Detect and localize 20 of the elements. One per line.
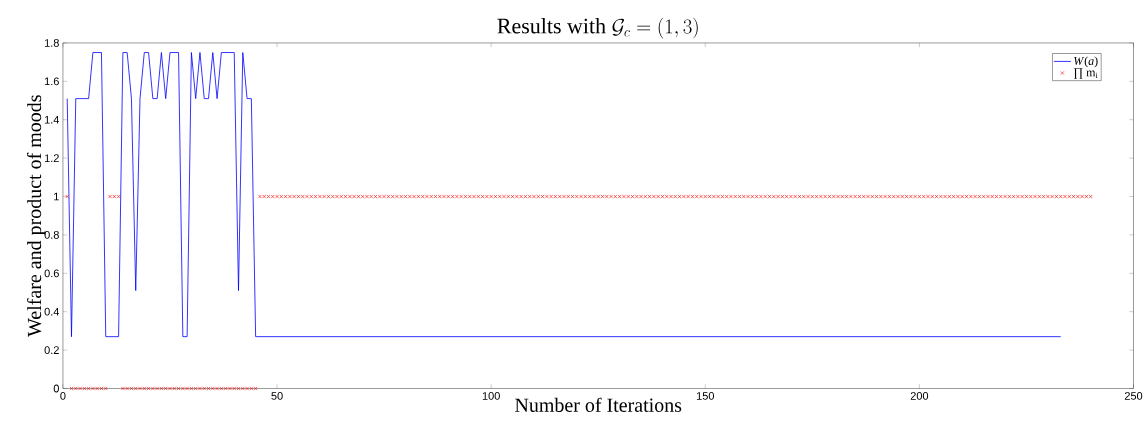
x-tick-label: 200: [910, 391, 929, 400]
chart-title: $\mathrm{Results\ with\ }\mathcal{G}_c = (1,3)$: [497, 17, 698, 39]
y-tick-label: 1.8: [44, 38, 59, 47]
y-tick-label: 1: [54, 192, 59, 201]
y-tick-label: 0.2: [44, 346, 59, 354]
legend-label: W(a): [1074, 56, 1098, 68]
x-tick-label: 250: [1124, 391, 1143, 400]
x-tick-label: 100: [482, 391, 500, 400]
y-tick-label: 0.4: [44, 307, 60, 316]
y-tick-label: 0.6: [44, 269, 59, 277]
y-tick-label: 1.4: [44, 115, 60, 124]
legend-label: ∏ m$_{i}$: [1073, 68, 1098, 79]
y-tick-label: 1.6: [44, 77, 59, 86]
x-axis-title: Number of Iterations: [515, 397, 682, 412]
y-tick-label: 1.2: [44, 154, 59, 162]
y-tick-label: 0: [53, 384, 59, 393]
x-tick-label: 0: [60, 391, 66, 400]
x-tick-label: 50: [271, 391, 283, 400]
y-tick-label: 0.8: [44, 230, 59, 239]
x-tick-label: 150: [696, 391, 714, 400]
